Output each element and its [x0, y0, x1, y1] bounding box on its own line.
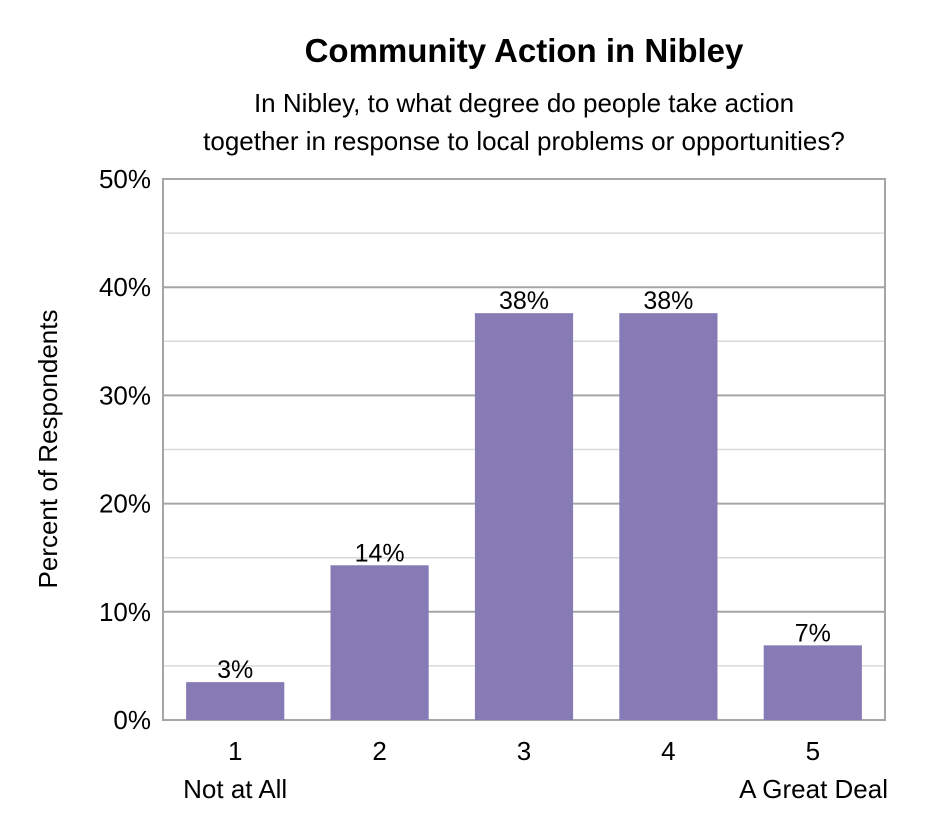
y-tick-label: 20%: [99, 489, 151, 519]
y-tick-label: 10%: [99, 597, 151, 627]
bar: [763, 645, 862, 720]
bars: [186, 313, 862, 720]
bar: [186, 682, 285, 720]
bar-data-label: 3%: [217, 656, 253, 684]
bar: [474, 313, 574, 720]
bar-data-label: 14%: [355, 539, 405, 567]
bar-data-label: 7%: [795, 619, 831, 647]
chart-subtitle-line-1: In Nibley, to what degree do people take…: [254, 88, 794, 118]
chart-subtitle-line-2: together in response to local problems o…: [203, 126, 845, 156]
y-tick-label: 30%: [99, 380, 151, 410]
x-tick-label: 5: [806, 736, 820, 766]
y-axis-title: Percent of Respondents: [33, 310, 63, 589]
data-labels: 3% 14% 38% 38% 7%: [217, 287, 831, 684]
y-tick-label: 0%: [113, 705, 151, 735]
x-tick-sublabel: Not at All: [183, 774, 287, 804]
bar: [619, 313, 718, 720]
y-tick-label: 40%: [99, 272, 151, 302]
y-axis-ticks: 0% 10% 20% 30% 40% 50%: [99, 164, 151, 735]
x-tick-sublabel: A Great Deal: [739, 774, 888, 804]
x-tick-label: 1: [228, 736, 242, 766]
chart-title: Community Action in Nibley: [305, 32, 744, 69]
x-tick-label: 4: [661, 736, 675, 766]
x-axis-ticks: 1 Not at All 2 3 4 5 A Great Deal: [183, 736, 888, 804]
x-tick-label: 2: [372, 736, 386, 766]
bar-data-label: 38%: [643, 287, 693, 315]
bar-data-label: 38%: [499, 287, 549, 315]
y-tick-label: 50%: [99, 164, 151, 194]
bar: [330, 565, 429, 720]
x-tick-label: 3: [517, 736, 531, 766]
